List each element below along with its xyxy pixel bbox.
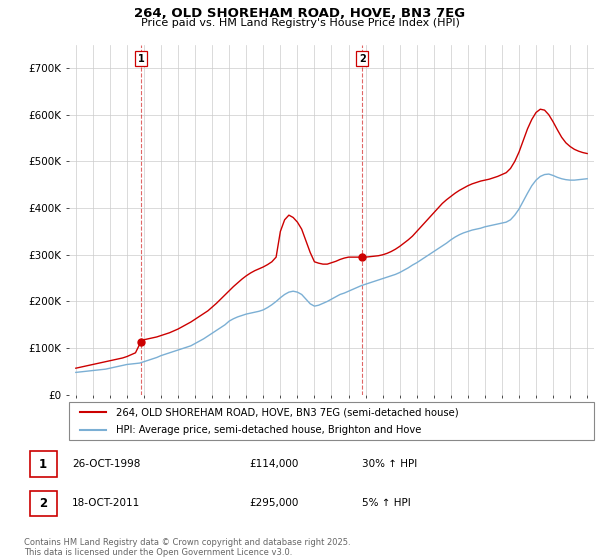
Text: Price paid vs. HM Land Registry's House Price Index (HPI): Price paid vs. HM Land Registry's House … bbox=[140, 18, 460, 29]
Text: Contains HM Land Registry data © Crown copyright and database right 2025.
This d: Contains HM Land Registry data © Crown c… bbox=[24, 538, 350, 557]
Text: 5% ↑ HPI: 5% ↑ HPI bbox=[362, 498, 411, 508]
Text: 2: 2 bbox=[39, 497, 47, 510]
Text: 26-OCT-1998: 26-OCT-1998 bbox=[72, 459, 140, 469]
Text: 264, OLD SHOREHAM ROAD, HOVE, BN3 7EG (semi-detached house): 264, OLD SHOREHAM ROAD, HOVE, BN3 7EG (s… bbox=[116, 407, 459, 417]
Text: 264, OLD SHOREHAM ROAD, HOVE, BN3 7EG: 264, OLD SHOREHAM ROAD, HOVE, BN3 7EG bbox=[134, 7, 466, 20]
Text: 1: 1 bbox=[39, 458, 47, 470]
Text: £114,000: £114,000 bbox=[250, 459, 299, 469]
FancyBboxPatch shape bbox=[69, 402, 594, 440]
Text: 30% ↑ HPI: 30% ↑ HPI bbox=[362, 459, 418, 469]
Text: 18-OCT-2011: 18-OCT-2011 bbox=[72, 498, 140, 508]
Text: HPI: Average price, semi-detached house, Brighton and Hove: HPI: Average price, semi-detached house,… bbox=[116, 425, 422, 435]
Text: £295,000: £295,000 bbox=[250, 498, 299, 508]
FancyBboxPatch shape bbox=[29, 451, 57, 477]
Text: 1: 1 bbox=[137, 54, 145, 63]
FancyBboxPatch shape bbox=[29, 491, 57, 516]
Text: 2: 2 bbox=[359, 54, 365, 63]
